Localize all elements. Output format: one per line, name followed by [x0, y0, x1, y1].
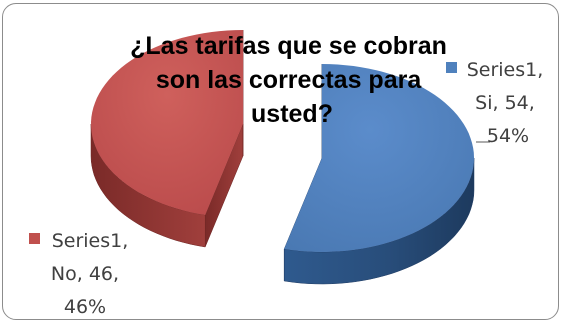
data-label-si-line-3: 54%	[487, 125, 529, 147]
data-label-si-line-2: Si, 54,	[475, 92, 535, 114]
slice-si	[284, 64, 474, 252]
slice-si-side-wall	[283, 157, 475, 285]
label-key-no	[29, 233, 40, 244]
chart-title: ¿Las tarifas que se cobran son las corre…	[130, 32, 454, 128]
slice-no-side-wall	[90, 123, 206, 248]
chart-title-line-3: usted?	[251, 100, 333, 128]
data-label-no-line-1: Series1,	[52, 230, 129, 252]
pie-plot	[90, 30, 475, 285]
data-label-si-line-1: Series1,	[467, 59, 544, 81]
data-label-si: Series1, Si, 54, 54%	[467, 59, 550, 147]
data-label-no-line-3: 46%	[64, 296, 106, 318]
chart-title-line-1: ¿Las tarifas que se cobran	[130, 32, 447, 60]
data-label-no-line-2: No, 46,	[51, 263, 119, 285]
data-label-no: Series1, No, 46, 46%	[51, 230, 134, 318]
label-key-si	[446, 62, 457, 73]
chart-title-line-2: son las correctas para	[156, 66, 423, 94]
slice-no	[91, 30, 243, 215]
